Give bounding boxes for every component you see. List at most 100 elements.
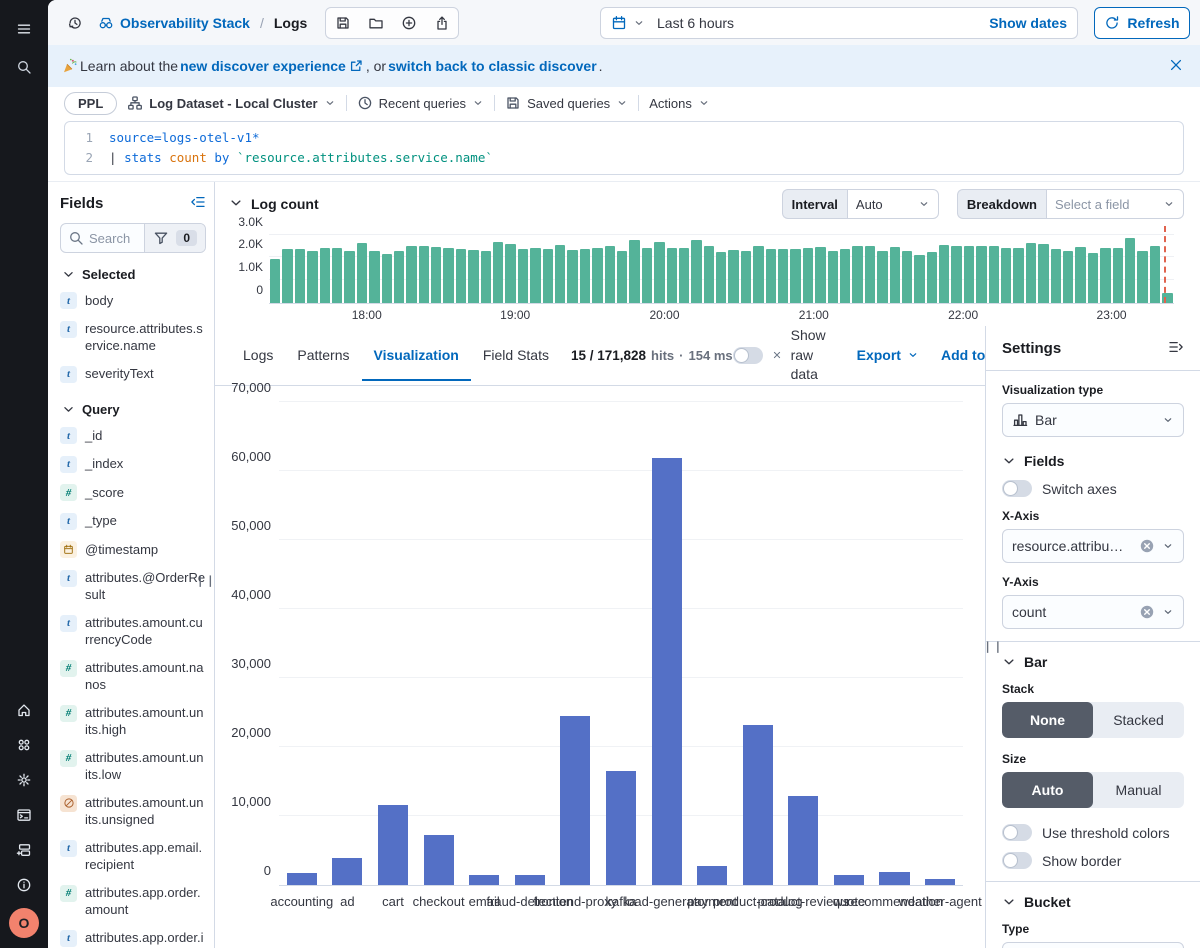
histogram-bar[interactable] — [678, 248, 690, 303]
histogram-bar[interactable] — [530, 247, 541, 303]
bar-email[interactable] — [469, 875, 500, 885]
bar-cart[interactable] — [377, 804, 409, 885]
histogram-bar[interactable] — [592, 247, 603, 303]
saved-queries-menu[interactable]: Saved queries — [505, 95, 628, 111]
refresh-button[interactable]: Refresh — [1094, 6, 1190, 39]
tab-visualization[interactable]: Visualization — [362, 329, 471, 381]
histogram-bar[interactable] — [728, 250, 739, 303]
histogram-bar[interactable] — [554, 244, 566, 303]
banner-close-button[interactable] — [1168, 57, 1184, 76]
settings-button[interactable] — [9, 765, 39, 795]
field-item[interactable]: # _score — [60, 478, 206, 507]
histogram-bar[interactable] — [418, 246, 430, 303]
bar-frontend-proxy[interactable] — [560, 715, 591, 885]
histogram-bar[interactable] — [307, 251, 318, 303]
field-item[interactable]: t resource.attributes.service.name — [60, 315, 206, 360]
histogram-bar[interactable] — [1025, 242, 1037, 303]
new-discover-link[interactable]: new discover experience — [180, 58, 346, 74]
apps-button[interactable] — [9, 730, 39, 760]
collapse-settings-button[interactable] — [1168, 339, 1184, 358]
histogram-bar[interactable] — [1001, 247, 1012, 303]
settings-resize-handle[interactable]: ❘❘ — [985, 641, 1004, 653]
histogram-bar[interactable] — [282, 249, 293, 303]
history-button[interactable] — [60, 8, 90, 38]
histogram-bar[interactable] — [319, 248, 330, 303]
histogram-bar[interactable] — [431, 247, 442, 303]
bar-load-generator[interactable] — [651, 458, 682, 885]
tab-logs[interactable]: Logs — [243, 347, 274, 364]
add-data-button[interactable] — [9, 835, 39, 865]
viz-type-select[interactable]: Bar — [1002, 403, 1184, 437]
sidebar-resize-handle[interactable]: ❘❘ — [195, 575, 215, 587]
histogram-bar[interactable] — [839, 248, 851, 303]
x-axis-select[interactable]: resource.attribu… — [1002, 529, 1184, 563]
bar-weather-agent[interactable] — [925, 879, 956, 885]
histogram-bar[interactable] — [1038, 243, 1049, 303]
histogram-bar[interactable] — [356, 243, 368, 303]
actions-menu[interactable]: Actions — [649, 96, 710, 111]
histogram-bar[interactable] — [406, 245, 417, 303]
field-item[interactable]: t body — [60, 286, 206, 315]
histogram-bar[interactable] — [976, 246, 987, 303]
collapse-histogram-button[interactable] — [229, 196, 243, 213]
query-language-button[interactable]: PPL — [64, 91, 118, 115]
histogram-bar[interactable] — [1050, 249, 1061, 303]
global-search-button[interactable] — [9, 52, 39, 82]
histogram-bar[interactable] — [864, 245, 876, 303]
histogram-bar[interactable] — [1112, 247, 1123, 303]
export-menu[interactable]: Export — [857, 347, 919, 363]
field-item[interactable]: @timestamp — [60, 535, 206, 564]
bar-checkout[interactable] — [423, 834, 454, 885]
histogram-bar[interactable] — [988, 246, 1000, 303]
field-item[interactable]: t attributes.app.order.id — [60, 924, 206, 948]
histogram-bar[interactable] — [294, 248, 306, 303]
histogram-bar[interactable] — [939, 244, 950, 303]
size-option-auto[interactable]: Auto — [1002, 772, 1093, 808]
histogram-bar[interactable] — [1087, 252, 1099, 303]
histogram-bar[interactable] — [344, 250, 355, 303]
histogram-bar[interactable] — [629, 240, 640, 303]
histogram-bar[interactable] — [740, 250, 752, 303]
clear-selection-icon[interactable] — [1139, 604, 1155, 620]
histogram-bar[interactable] — [778, 248, 789, 303]
histogram-bar[interactable] — [666, 248, 677, 303]
histogram-bar[interactable] — [765, 249, 777, 303]
breakdown-select[interactable]: Select a field — [1046, 189, 1184, 219]
stack-option-none[interactable]: None — [1002, 702, 1093, 738]
stack-option-stacked[interactable]: Stacked — [1113, 712, 1164, 728]
main-menu-button[interactable] — [9, 14, 39, 44]
histogram-bar[interactable] — [654, 241, 665, 303]
field-item[interactable]: t attributes.amount.currencyCode — [60, 609, 206, 654]
fields-filter-button[interactable]: 0 — [144, 224, 205, 252]
field-item[interactable]: # attributes.amount.units.high — [60, 699, 206, 744]
bar-fraud-detection[interactable] — [514, 875, 545, 885]
tab-field-stats[interactable]: Field Stats — [482, 347, 549, 364]
histogram-bar[interactable] — [852, 246, 863, 303]
home-button[interactable] — [9, 695, 39, 725]
histogram-bar[interactable] — [901, 251, 913, 303]
histogram-bar[interactable] — [1124, 237, 1136, 303]
switch-axes-toggle[interactable] — [1002, 480, 1032, 497]
histogram-bar[interactable] — [331, 247, 343, 303]
query-editor[interactable]: 1 source=logs-otel-v1* 2 | stats count by `… — [64, 121, 1184, 175]
field-item[interactable]: t _id — [60, 421, 206, 450]
histogram-bar[interactable] — [641, 248, 653, 303]
y-axis-select[interactable]: count — [1002, 595, 1184, 629]
field-group-header[interactable]: Query — [62, 402, 206, 417]
histogram-bar[interactable] — [1137, 250, 1148, 303]
user-avatar[interactable]: O — [9, 908, 39, 938]
histogram-bar[interactable] — [926, 251, 938, 303]
bar-kafka[interactable] — [605, 771, 636, 885]
save-button[interactable] — [326, 8, 359, 38]
histogram-bar[interactable] — [517, 249, 529, 303]
histogram-bar[interactable] — [443, 248, 454, 303]
time-range-picker[interactable]: Last 6 hours Show dates — [600, 6, 1078, 39]
show-raw-data-toggle[interactable] — [732, 346, 763, 364]
bar-section-toggle[interactable]: Bar — [1002, 654, 1184, 670]
field-item[interactable]: t severityText — [60, 360, 206, 389]
histogram-bar[interactable] — [1013, 248, 1024, 303]
dataset-selector[interactable]: Log Dataset - Local Cluster — [127, 95, 335, 111]
show-border-toggle[interactable] — [1002, 852, 1032, 869]
open-button[interactable] — [359, 8, 392, 38]
histogram-bar[interactable] — [963, 246, 975, 303]
